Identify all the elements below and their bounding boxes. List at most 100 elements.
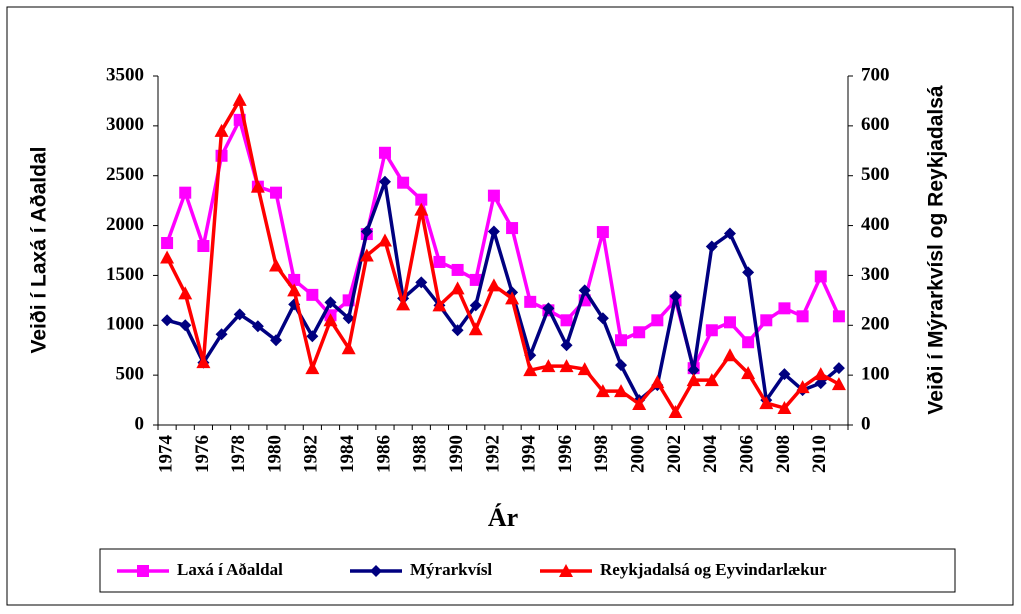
marker — [250, 179, 265, 193]
marker — [360, 225, 373, 238]
legend-label: Mýrarkvísl — [410, 560, 492, 579]
x-tick-label: 1984 — [337, 435, 358, 474]
marker — [669, 290, 682, 303]
marker — [615, 359, 628, 372]
marker — [577, 362, 592, 376]
marker — [451, 324, 464, 337]
marker — [741, 366, 756, 380]
x-tick-label: 1978 — [228, 435, 249, 473]
y-tick-label: 1500 — [106, 264, 144, 285]
marker — [704, 373, 719, 387]
marker — [559, 359, 574, 373]
marker — [432, 298, 447, 312]
y2-tick-label: 0 — [861, 413, 871, 434]
y-tick-label: 1000 — [106, 314, 144, 335]
y-tick-label: 0 — [135, 413, 145, 434]
marker — [832, 310, 845, 323]
marker — [723, 227, 736, 240]
marker — [414, 202, 429, 216]
marker — [506, 222, 519, 235]
marker — [197, 240, 210, 253]
x-tick-label: 1986 — [373, 435, 394, 473]
marker — [269, 258, 284, 272]
y2-tick-label: 100 — [861, 364, 890, 385]
marker — [487, 189, 500, 202]
marker — [469, 299, 482, 312]
legend-box — [99, 548, 956, 593]
marker — [232, 92, 247, 106]
marker — [160, 250, 175, 264]
marker — [632, 397, 647, 411]
marker — [196, 355, 211, 369]
legend-marker — [137, 565, 149, 577]
marker — [270, 334, 283, 347]
x-tick-label: 2010 — [809, 435, 830, 473]
marker — [305, 361, 320, 375]
x-tick-label: 1982 — [301, 435, 322, 473]
marker — [161, 314, 174, 327]
marker — [306, 330, 319, 343]
marker — [378, 146, 391, 159]
marker — [541, 359, 556, 373]
marker — [633, 326, 646, 339]
y2-axis-title: Veiði í Mýrarkvísl og Reykjadalsá — [925, 85, 948, 414]
marker — [323, 313, 338, 327]
marker — [451, 263, 464, 276]
marker — [179, 319, 192, 332]
marker — [524, 295, 537, 308]
marker — [760, 314, 773, 327]
marker — [596, 226, 609, 239]
marker — [778, 302, 791, 315]
y2-tick-label: 500 — [861, 164, 890, 185]
marker — [650, 375, 665, 389]
marker — [596, 312, 609, 325]
x-tick-label: 1974 — [155, 435, 176, 474]
marker — [668, 405, 683, 419]
x-tick-label: 1976 — [192, 435, 213, 473]
y-axis-title: Veiði í Laxá í Aðaldal — [28, 147, 51, 354]
y-tick-label: 2500 — [106, 164, 144, 185]
marker — [469, 273, 482, 286]
x-tick-label: 1980 — [264, 435, 285, 473]
marker — [705, 324, 718, 337]
legend-label: Reykjadalsá og Eyvindarlækur — [600, 560, 827, 579]
marker — [251, 320, 264, 333]
marker — [778, 368, 791, 381]
marker — [179, 186, 192, 199]
marker — [796, 310, 809, 323]
x-tick-label: 1996 — [555, 435, 576, 473]
x-axis-title: Ár — [488, 503, 518, 532]
marker — [777, 401, 792, 415]
marker — [214, 123, 229, 137]
marker — [759, 396, 774, 410]
marker — [614, 384, 629, 398]
marker — [397, 176, 410, 189]
marker — [288, 273, 301, 286]
marker — [342, 312, 355, 325]
marker — [814, 270, 827, 283]
marker — [505, 291, 520, 305]
marker — [651, 314, 664, 327]
marker — [377, 233, 392, 247]
legend-marker — [559, 564, 573, 577]
marker — [523, 363, 538, 377]
marker — [287, 283, 302, 297]
y-tick-label: 500 — [116, 364, 145, 385]
legend-label: Laxá í Aðaldal — [177, 560, 283, 579]
y-tick-label: 3000 — [106, 114, 144, 135]
marker — [560, 314, 573, 327]
marker — [396, 297, 411, 311]
x-tick-label: 2002 — [664, 435, 685, 473]
marker — [487, 225, 500, 238]
marker — [705, 240, 718, 253]
x-tick-label: 1988 — [410, 435, 431, 473]
marker — [486, 278, 501, 292]
x-tick-label: 1998 — [591, 435, 612, 473]
marker — [270, 186, 283, 199]
y-tick-label: 2000 — [106, 214, 144, 235]
marker — [178, 286, 193, 300]
legend-marker — [370, 565, 382, 577]
marker — [306, 288, 319, 301]
marker — [795, 380, 810, 394]
y2-tick-label: 200 — [861, 314, 890, 335]
